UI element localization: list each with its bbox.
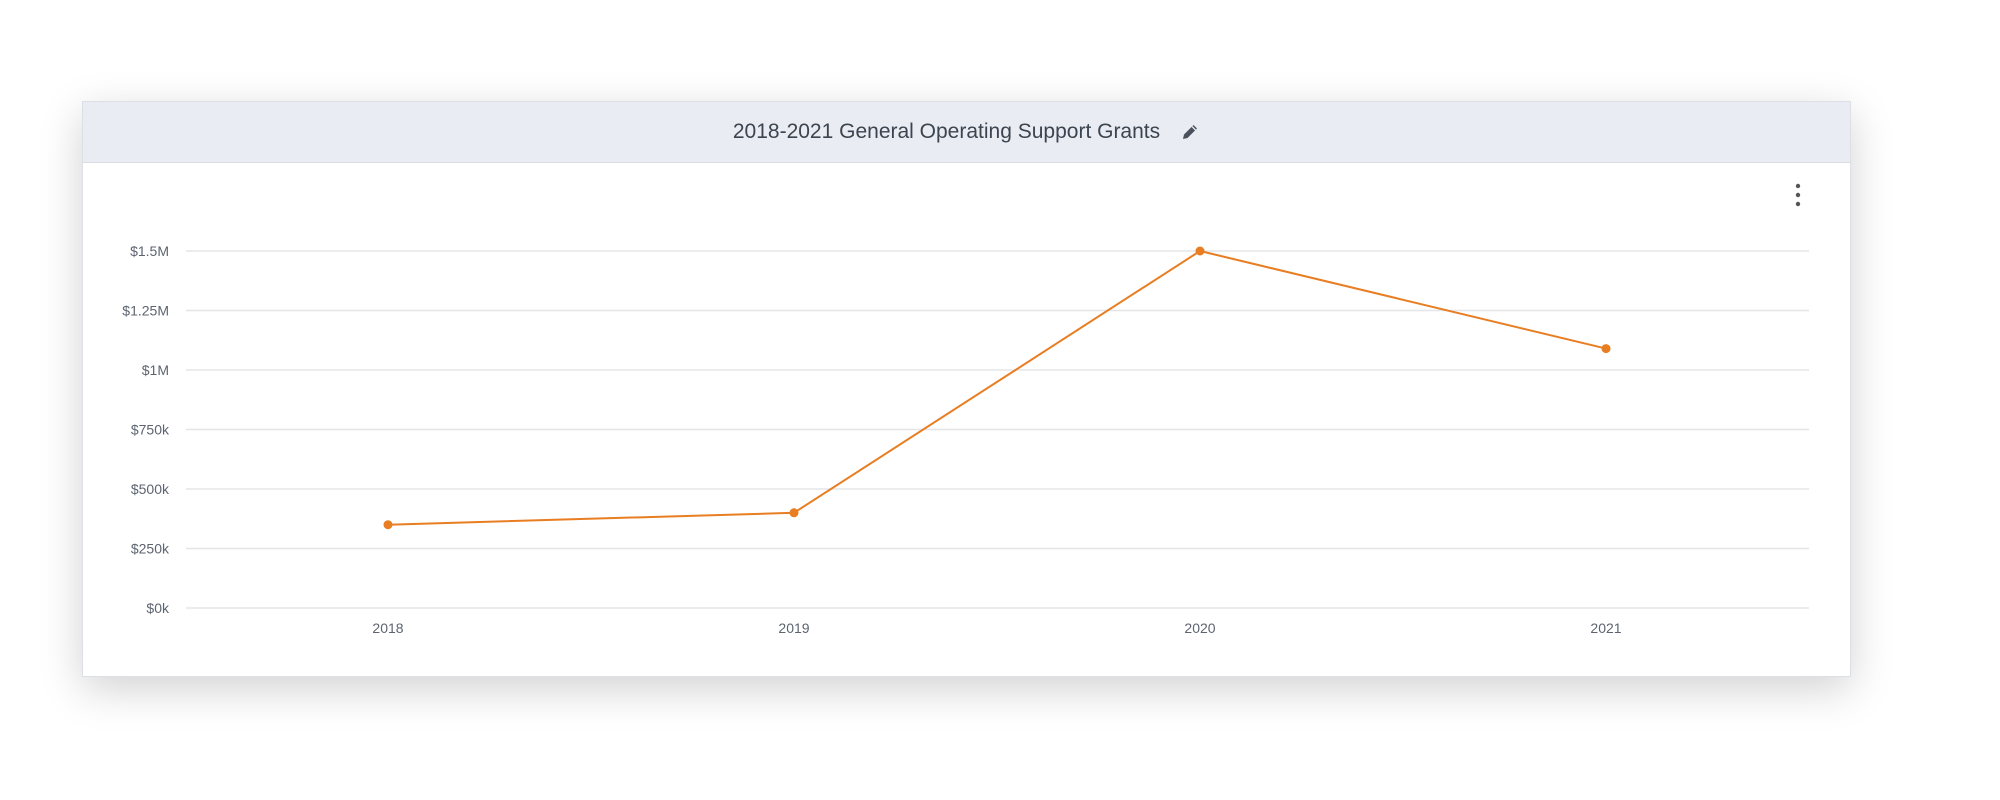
x-tick-label: 2019	[778, 620, 809, 636]
chart-title: 2018-2021 General Operating Support Gran…	[732, 120, 1161, 143]
x-tick-label: 2020	[1184, 620, 1215, 636]
y-tick-label: $1.25M	[122, 303, 169, 319]
y-tick-label: $750k	[131, 422, 170, 438]
chart-header: 2018-2021 General Operating Support Gran…	[83, 102, 1850, 163]
y-tick-label: $1M	[142, 362, 169, 378]
x-tick-label: 2021	[1590, 620, 1621, 636]
y-tick-label: $250k	[131, 541, 170, 557]
data-point	[1601, 344, 1611, 354]
y-tick-label: $500k	[131, 481, 170, 497]
y-tick-label: $0k	[146, 600, 170, 616]
data-point	[1195, 246, 1205, 256]
x-tick-label: 2018	[372, 620, 403, 636]
y-tick-label: $1.5M	[130, 243, 169, 259]
pencil-icon[interactable]	[1180, 122, 1200, 142]
chart-card: 2018-2021 General Operating Support Gran…	[82, 101, 1851, 677]
more-vertical-icon[interactable]	[1788, 182, 1808, 208]
data-point	[789, 508, 799, 518]
series-line	[387, 249, 1607, 526]
data-point	[383, 520, 393, 530]
